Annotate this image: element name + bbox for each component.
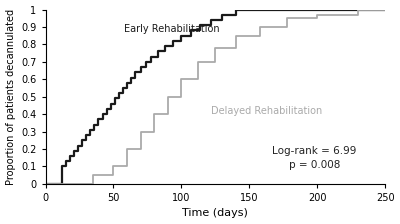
X-axis label: Time (days): Time (days) — [182, 209, 248, 218]
Text: Delayed Rehabilitation: Delayed Rehabilitation — [211, 106, 322, 116]
Text: Log-rank = 6.99
p = 0.008: Log-rank = 6.99 p = 0.008 — [272, 146, 357, 170]
Y-axis label: Proportion of patients decannulated: Proportion of patients decannulated — [6, 9, 16, 185]
Text: Early Rehabilitation: Early Rehabilitation — [124, 24, 220, 34]
